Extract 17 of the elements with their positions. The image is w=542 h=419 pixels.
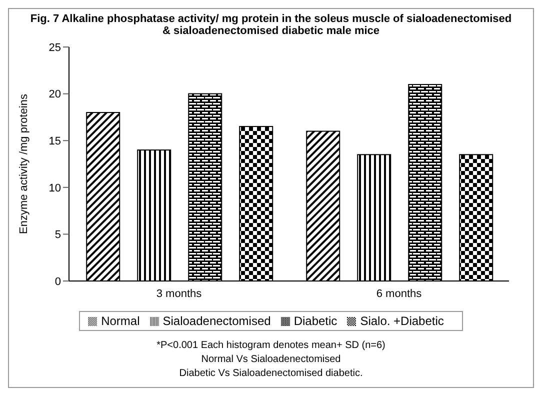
text: Diabetic Vs Sialoadenectomised diabetic.	[178, 367, 364, 381]
x-tick-label: 3 months	[156, 288, 202, 300]
legend-label: Sialo. +Diabetic	[360, 314, 444, 328]
y-tick-label: 25	[48, 42, 61, 54]
text: Normal Vs Sialoadenectomised	[200, 353, 342, 367]
y-tick-label: 20	[48, 88, 61, 101]
y-axis-title: Enzyme activity /mg proteins	[18, 94, 30, 234]
y-tick-label: 0	[54, 276, 61, 288]
x-tick-label: 6 months	[376, 288, 422, 300]
chart-title: Fig. 7 Alkaline phosphatase activity/ mg protein in the soleus muscle of sialoadenectomised & sialoadenectomised diabetic male mice	[29, 12, 513, 39]
y-tick-label: 15	[48, 136, 61, 148]
text: *P<0.001 Each histogram denotes mean+ SD (n=6)	[156, 339, 386, 353]
legend-label: Normal	[101, 314, 140, 328]
y-tick-label: 5	[54, 229, 61, 242]
legend-label: Diabetic	[294, 314, 338, 328]
legend-label: Sialoadenectomised	[162, 314, 271, 328]
y-tick-label: 10	[48, 182, 61, 194]
